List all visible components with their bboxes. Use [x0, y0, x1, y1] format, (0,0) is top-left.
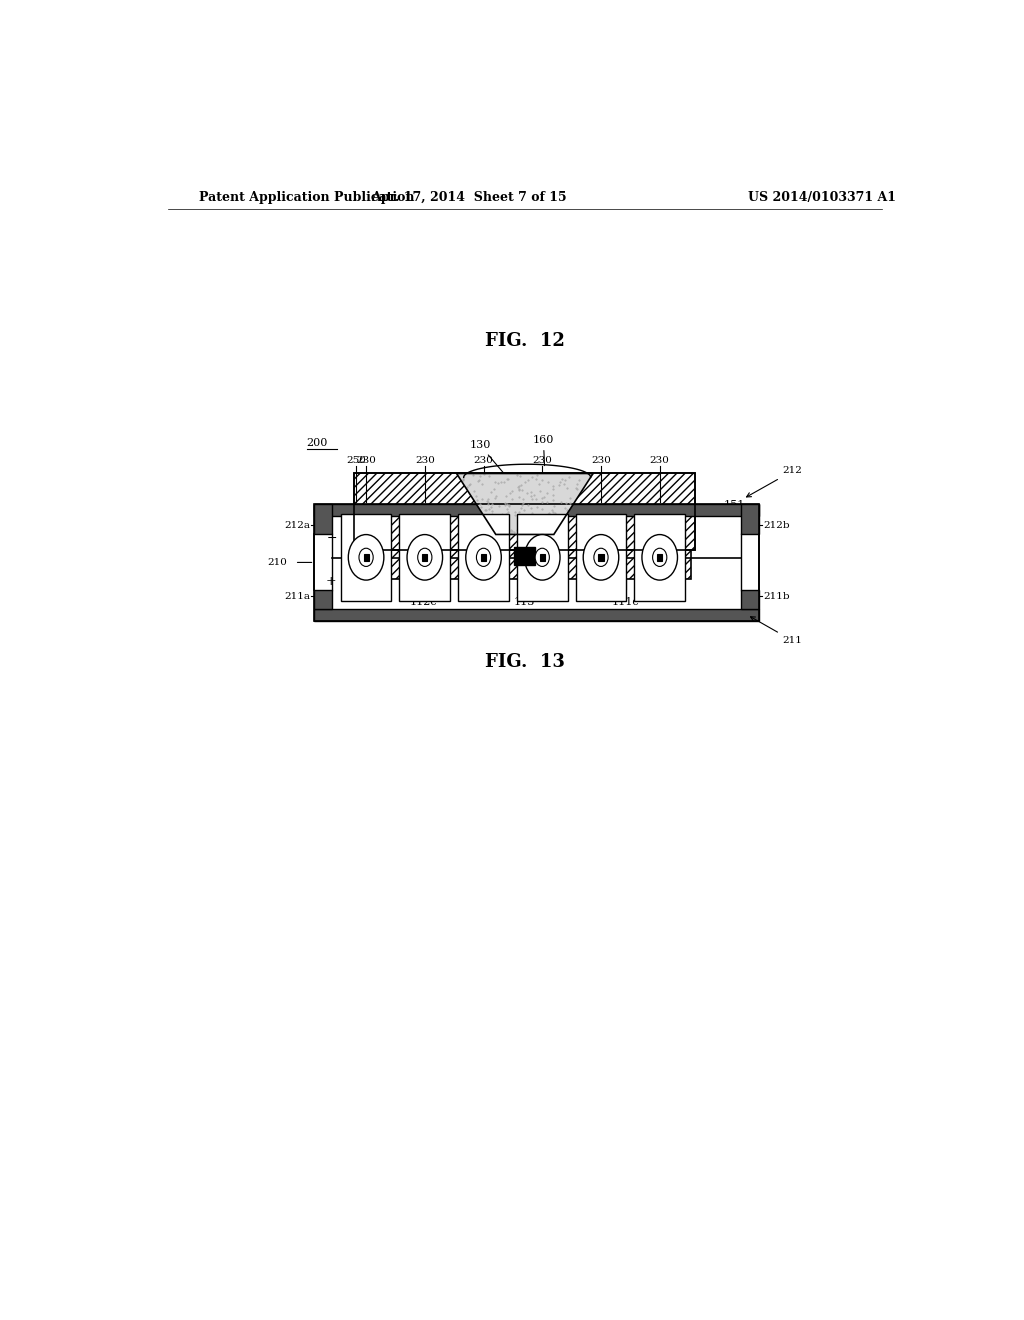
Bar — [314, 590, 332, 609]
Bar — [634, 515, 685, 601]
Text: 230: 230 — [532, 457, 552, 466]
Bar — [354, 474, 695, 549]
Text: 230: 230 — [650, 457, 670, 466]
Text: 211b: 211b — [763, 591, 790, 601]
Polygon shape — [457, 474, 593, 535]
Text: 230: 230 — [356, 457, 376, 466]
Text: 212b: 212b — [763, 521, 790, 529]
Text: 250: 250 — [346, 457, 366, 466]
Circle shape — [536, 548, 549, 566]
Bar — [496, 549, 554, 578]
Circle shape — [652, 548, 667, 566]
Bar — [314, 504, 332, 535]
Bar — [540, 554, 545, 561]
Bar — [741, 504, 759, 535]
Text: Patent Application Publication: Patent Application Publication — [200, 190, 415, 203]
Circle shape — [348, 535, 384, 579]
Circle shape — [407, 535, 442, 579]
Text: 151: 151 — [702, 500, 744, 510]
Bar — [560, 549, 691, 578]
Text: 112c: 112c — [410, 597, 437, 607]
Bar — [354, 474, 695, 549]
Text: 113: 113 — [514, 597, 536, 607]
Text: 200: 200 — [306, 438, 328, 447]
Text: FIG.  12: FIG. 12 — [484, 333, 565, 350]
Text: +: + — [326, 576, 337, 587]
Bar — [364, 554, 369, 561]
Bar — [575, 515, 627, 601]
Circle shape — [466, 535, 502, 579]
Text: 210: 210 — [267, 558, 287, 566]
Circle shape — [418, 548, 432, 566]
Bar — [358, 549, 489, 578]
Circle shape — [476, 548, 490, 566]
Text: 230: 230 — [415, 457, 435, 466]
Circle shape — [594, 548, 608, 566]
Text: 211a: 211a — [285, 591, 310, 601]
Text: 211: 211 — [751, 616, 803, 645]
Bar — [657, 554, 663, 561]
Circle shape — [524, 535, 560, 579]
Bar — [422, 554, 427, 561]
Circle shape — [642, 535, 678, 579]
Polygon shape — [457, 474, 593, 535]
Bar — [598, 554, 603, 561]
Bar — [458, 515, 509, 601]
Bar — [399, 515, 451, 601]
Text: 230: 230 — [473, 457, 494, 466]
Bar — [314, 609, 759, 620]
Bar — [341, 515, 391, 601]
Bar — [481, 554, 486, 561]
Text: 130: 130 — [469, 440, 515, 487]
Circle shape — [584, 535, 618, 579]
Text: Apr. 17, 2014  Sheet 7 of 15: Apr. 17, 2014 Sheet 7 of 15 — [372, 190, 567, 203]
Text: US 2014/0103371 A1: US 2014/0103371 A1 — [749, 190, 896, 203]
Bar — [314, 504, 759, 516]
Bar — [354, 474, 695, 549]
Text: 212: 212 — [746, 466, 803, 496]
Bar — [314, 504, 759, 620]
Text: 212a: 212a — [285, 521, 310, 529]
Text: 111c: 111c — [612, 597, 640, 607]
Bar — [517, 515, 567, 601]
Text: −: − — [327, 532, 337, 545]
Text: 230: 230 — [591, 457, 611, 466]
Circle shape — [359, 548, 373, 566]
Text: 160: 160 — [532, 436, 554, 466]
Bar — [514, 546, 536, 565]
Text: FIG.  13: FIG. 13 — [484, 652, 565, 671]
Bar — [741, 590, 759, 609]
